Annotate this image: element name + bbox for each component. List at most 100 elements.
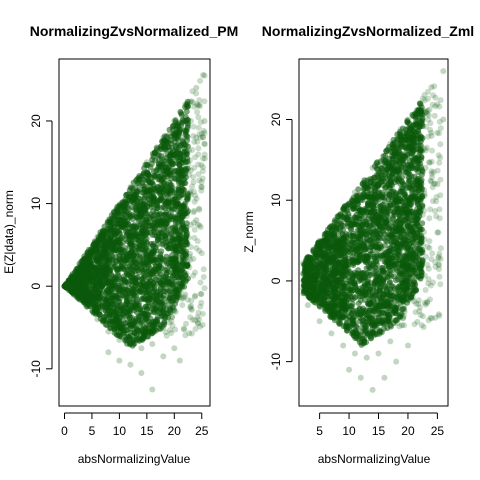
panel-title: NormalizingZvsNormalized_Zml (262, 23, 474, 39)
x-tick-label: 15 (140, 424, 154, 438)
data-point (116, 357, 123, 364)
data-point (94, 267, 101, 274)
data-point (143, 159, 150, 166)
data-point (182, 200, 189, 207)
data-point (164, 151, 171, 158)
data-point (117, 266, 124, 272)
x-tick-label: 5 (89, 424, 96, 438)
data-point (150, 227, 157, 234)
data-point (104, 322, 111, 329)
data-point (138, 286, 145, 293)
data-point (140, 254, 147, 261)
data-point (137, 238, 144, 245)
data-point (197, 224, 204, 231)
data-point (145, 303, 152, 310)
data-point (183, 132, 190, 139)
data-point (192, 154, 199, 161)
data-point (157, 325, 164, 332)
data-point (191, 293, 198, 300)
data-point (171, 118, 178, 124)
data-point (187, 167, 194, 174)
data-point (201, 98, 208, 105)
data-point (193, 134, 200, 141)
data-point (111, 326, 118, 333)
data-point (126, 193, 133, 200)
data-point (169, 272, 176, 279)
data-point (119, 322, 126, 329)
data-point (73, 270, 80, 277)
data-point (123, 200, 130, 207)
data-point (180, 266, 186, 273)
data-point (368, 244, 375, 251)
data-point (94, 233, 101, 240)
data-point (169, 206, 176, 213)
data-point (198, 291, 205, 298)
data-point (195, 145, 202, 152)
data-point (72, 291, 79, 298)
y-tick-label: 20 (29, 114, 43, 128)
data-point (131, 222, 138, 228)
data-point (147, 271, 154, 278)
data-point (106, 258, 113, 265)
data-point (123, 233, 130, 240)
data-point (126, 310, 133, 317)
data-point (187, 244, 194, 251)
data-point (198, 184, 205, 191)
points-layer (61, 72, 208, 393)
data-point (182, 291, 189, 298)
data-point (154, 146, 161, 153)
data-point (177, 108, 184, 115)
data-point (166, 319, 173, 326)
data-point (182, 101, 189, 108)
data-point (105, 328, 112, 335)
data-point (129, 282, 135, 289)
data-point (110, 295, 117, 302)
data-point (84, 249, 91, 256)
data-point (149, 246, 156, 253)
data-point (110, 208, 117, 215)
data-point (142, 259, 149, 266)
data-point (195, 171, 202, 178)
data-point (116, 287, 123, 294)
data-point (140, 295, 147, 302)
data-point (134, 274, 141, 281)
data-point (165, 138, 172, 145)
data-point (160, 134, 167, 141)
data-point (176, 357, 183, 364)
data-point (127, 329, 134, 336)
data-point (61, 283, 68, 290)
data-point (181, 326, 188, 333)
data-point (181, 157, 188, 164)
data-point (145, 318, 152, 324)
data-point (174, 207, 181, 214)
data-point (84, 272, 91, 279)
data-point (391, 285, 398, 292)
data-point (174, 266, 181, 273)
data-point (187, 118, 194, 124)
data-point (190, 272, 197, 279)
data-point (136, 208, 143, 215)
data-point (164, 193, 171, 200)
data-point (201, 141, 208, 148)
data-point (193, 217, 200, 224)
data-point (199, 310, 206, 317)
data-point (182, 250, 189, 257)
data-point (151, 266, 158, 273)
data-point (199, 175, 206, 182)
data-point (132, 249, 139, 256)
data-point (165, 131, 172, 138)
data-point (176, 130, 183, 137)
data-point (160, 324, 167, 331)
data-point (153, 202, 160, 209)
data-point (169, 124, 176, 131)
data-point (143, 235, 150, 242)
data-point (97, 246, 104, 253)
data-point (107, 282, 114, 289)
x-tick-label: 25 (195, 424, 209, 438)
data-point (170, 289, 177, 296)
data-point (149, 156, 156, 163)
data-point (124, 266, 131, 273)
x-tick-label: 10 (113, 424, 127, 438)
